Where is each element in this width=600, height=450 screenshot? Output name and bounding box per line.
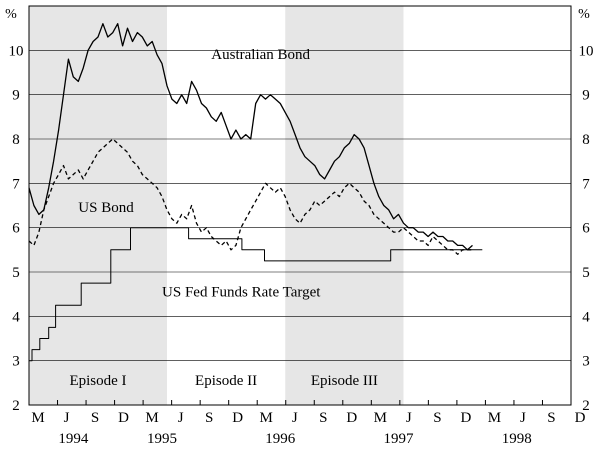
x-month-label-5: J [178,410,184,426]
x-month-label-14: S [433,410,441,426]
y-tick-label-right-7: 7 [582,176,590,192]
y-unit-right: % [578,7,590,22]
x-month-label-19: D [575,410,586,426]
x-month-label-4: M [145,410,158,426]
x-month-label-12: M [374,410,387,426]
y-tick-label-left-5: 5 [12,265,20,281]
series-annotation-us-bond: US Bond [78,200,134,216]
x-month-label-15: D [460,410,471,426]
y-tick-label-left-8: 8 [12,132,20,148]
y-tick-label-right-9: 9 [582,88,590,104]
y-tick-label-left-10: 10 [9,43,24,59]
x-month-label-7: D [232,410,243,426]
x-month-label-11: D [346,410,357,426]
labels-layer: Episode I Episode II Episode III 2 2 3 3 4 4 5 5 6 6… [5,7,594,447]
x-year-label-1994: 1994 [58,431,89,445]
episode-label-3: Episode III [311,373,378,389]
y-tick-label-left-2: 2 [12,398,20,414]
x-year-label-1995: 1995 [147,431,177,445]
x-month-label-2: S [91,410,99,426]
x-month-label-1: J [64,410,70,426]
episode-shade-1 [29,6,167,405]
x-month-label-6: S [205,410,213,426]
x-month-label-9: J [292,410,298,426]
y-tick-label-right-2: 2 [582,398,590,414]
ticks-layer [28,400,572,405]
x-month-label-8: M [260,410,273,426]
gridlines-layer [29,50,571,361]
episode-label-2: Episode II [195,373,257,389]
y-tick-label-right-4: 4 [582,309,590,325]
y-tick-label-left-9: 9 [12,88,20,104]
x-month-label-13: J [406,410,412,426]
x-month-label-3: D [118,410,129,426]
episode-shade-3 [285,6,404,405]
y-tick-label-right-6: 6 [582,221,590,237]
series-line-australian-bond [28,23,473,251]
y-tick-label-right-3: 3 [582,354,590,370]
x-year-label-1997: 1997 [384,431,415,445]
y-tick-label-right-8: 8 [582,132,590,148]
x-month-label-10: S [319,410,327,426]
y-tick-label-left-4: 4 [12,309,20,325]
y-tick-label-left-6: 6 [12,221,20,237]
frame-layer [28,5,572,406]
y-tick-label-left-3: 3 [12,354,20,370]
x-month-label-18: S [547,410,555,426]
plot-frame [28,5,572,406]
y-unit-left: % [5,7,17,22]
y-tick-label-right-5: 5 [582,265,590,281]
series-annotation-us-fed-funds-rate-target: US Fed Funds Rate Target [162,284,321,300]
series-layer [28,23,483,362]
series-annotation-australian-bond: Australian Bond [211,47,310,63]
y-tick-label-right-10: 10 [579,43,594,59]
x-month-label-17: J [520,410,526,426]
episode-label-1: Episode I [69,373,126,389]
x-month-label-16: M [488,410,501,426]
x-year-label-1998: 1998 [502,431,532,445]
x-year-label-1996: 1996 [265,431,296,445]
series-line-us-fed-funds-rate-target [29,227,483,362]
x-month-label-0: M [31,410,44,426]
y-tick-label-left-7: 7 [12,176,20,192]
